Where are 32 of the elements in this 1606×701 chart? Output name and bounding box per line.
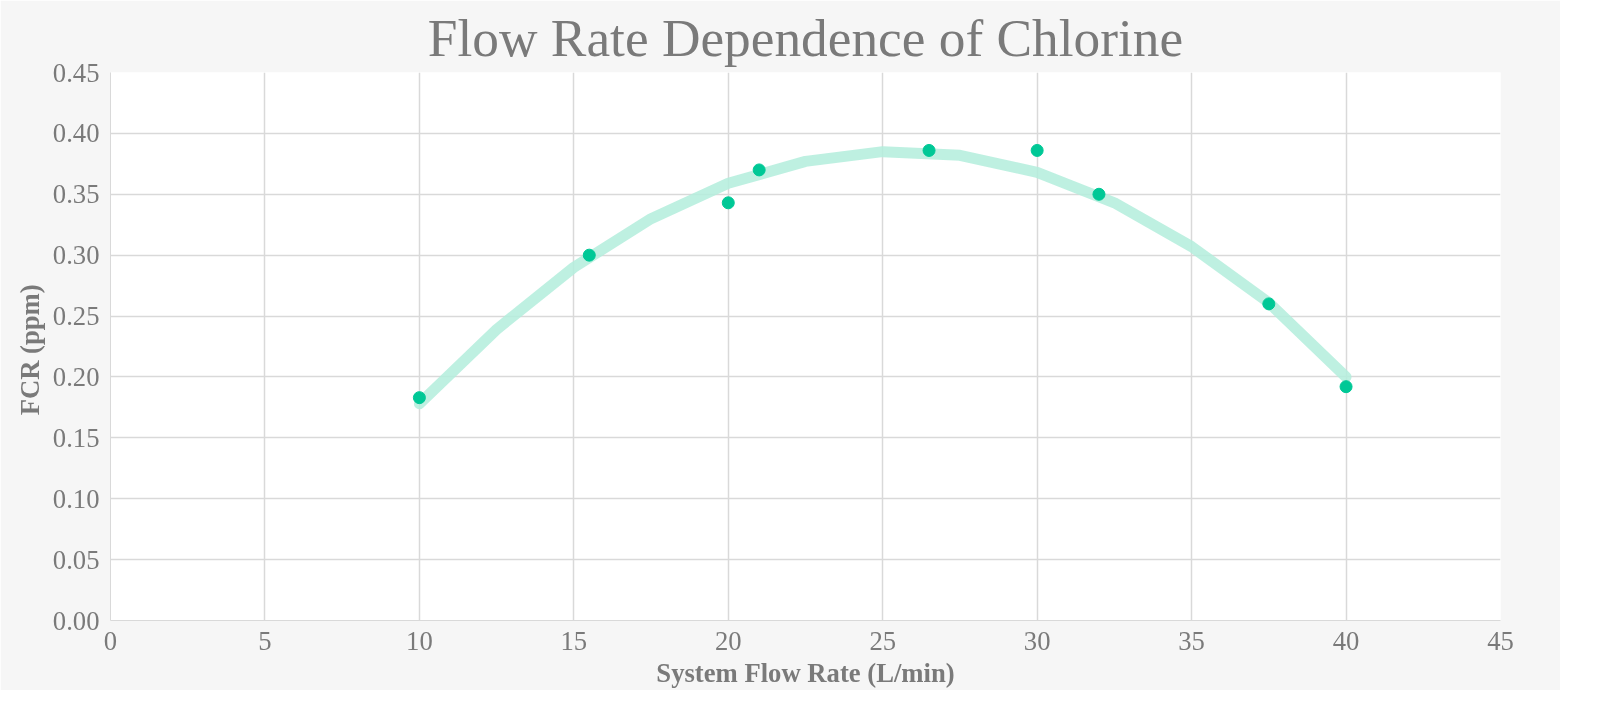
y-axis-title: FCR (ppm) bbox=[14, 284, 45, 416]
point bbox=[1262, 297, 1276, 311]
x-axis-title: System Flow Rate (L/min) bbox=[656, 657, 955, 688]
y-tick-label: 0.45 bbox=[52, 57, 100, 88]
x-tick-label: 0 bbox=[103, 625, 118, 656]
x-tick-label: 40 bbox=[1332, 625, 1360, 656]
y-tick-label: 0.15 bbox=[52, 422, 100, 453]
y-tick-label: 0.00 bbox=[52, 605, 100, 636]
y-tick-label: 0.40 bbox=[52, 118, 100, 149]
y-tick-label: 0.05 bbox=[52, 544, 100, 575]
x-tick-label: 35 bbox=[1178, 625, 1205, 656]
point bbox=[1339, 380, 1353, 394]
point bbox=[721, 196, 735, 210]
x-tick-label: 10 bbox=[406, 625, 433, 656]
y-tick-label: 0.35 bbox=[52, 179, 100, 210]
x-tick-label: 20 bbox=[714, 625, 742, 656]
y-tick-label: 0.10 bbox=[52, 483, 100, 514]
point bbox=[1030, 143, 1044, 157]
x-tick-label: 15 bbox=[560, 625, 588, 656]
x-tick-label: 30 bbox=[1023, 625, 1051, 656]
chart-title: Flow Rate Dependence of Chlorine bbox=[427, 7, 1184, 68]
point bbox=[412, 391, 426, 405]
y-tick-label: 0.30 bbox=[52, 240, 100, 271]
point bbox=[1092, 187, 1106, 201]
x-tick-label: 5 bbox=[258, 625, 272, 656]
x-tick-label: 45 bbox=[1487, 625, 1514, 656]
x-tick-label: 25 bbox=[869, 625, 897, 656]
y-tick-label: 0.20 bbox=[52, 361, 100, 392]
point bbox=[922, 143, 936, 157]
point bbox=[582, 248, 596, 262]
y-tick-label: 0.25 bbox=[52, 301, 100, 332]
point bbox=[752, 163, 766, 177]
